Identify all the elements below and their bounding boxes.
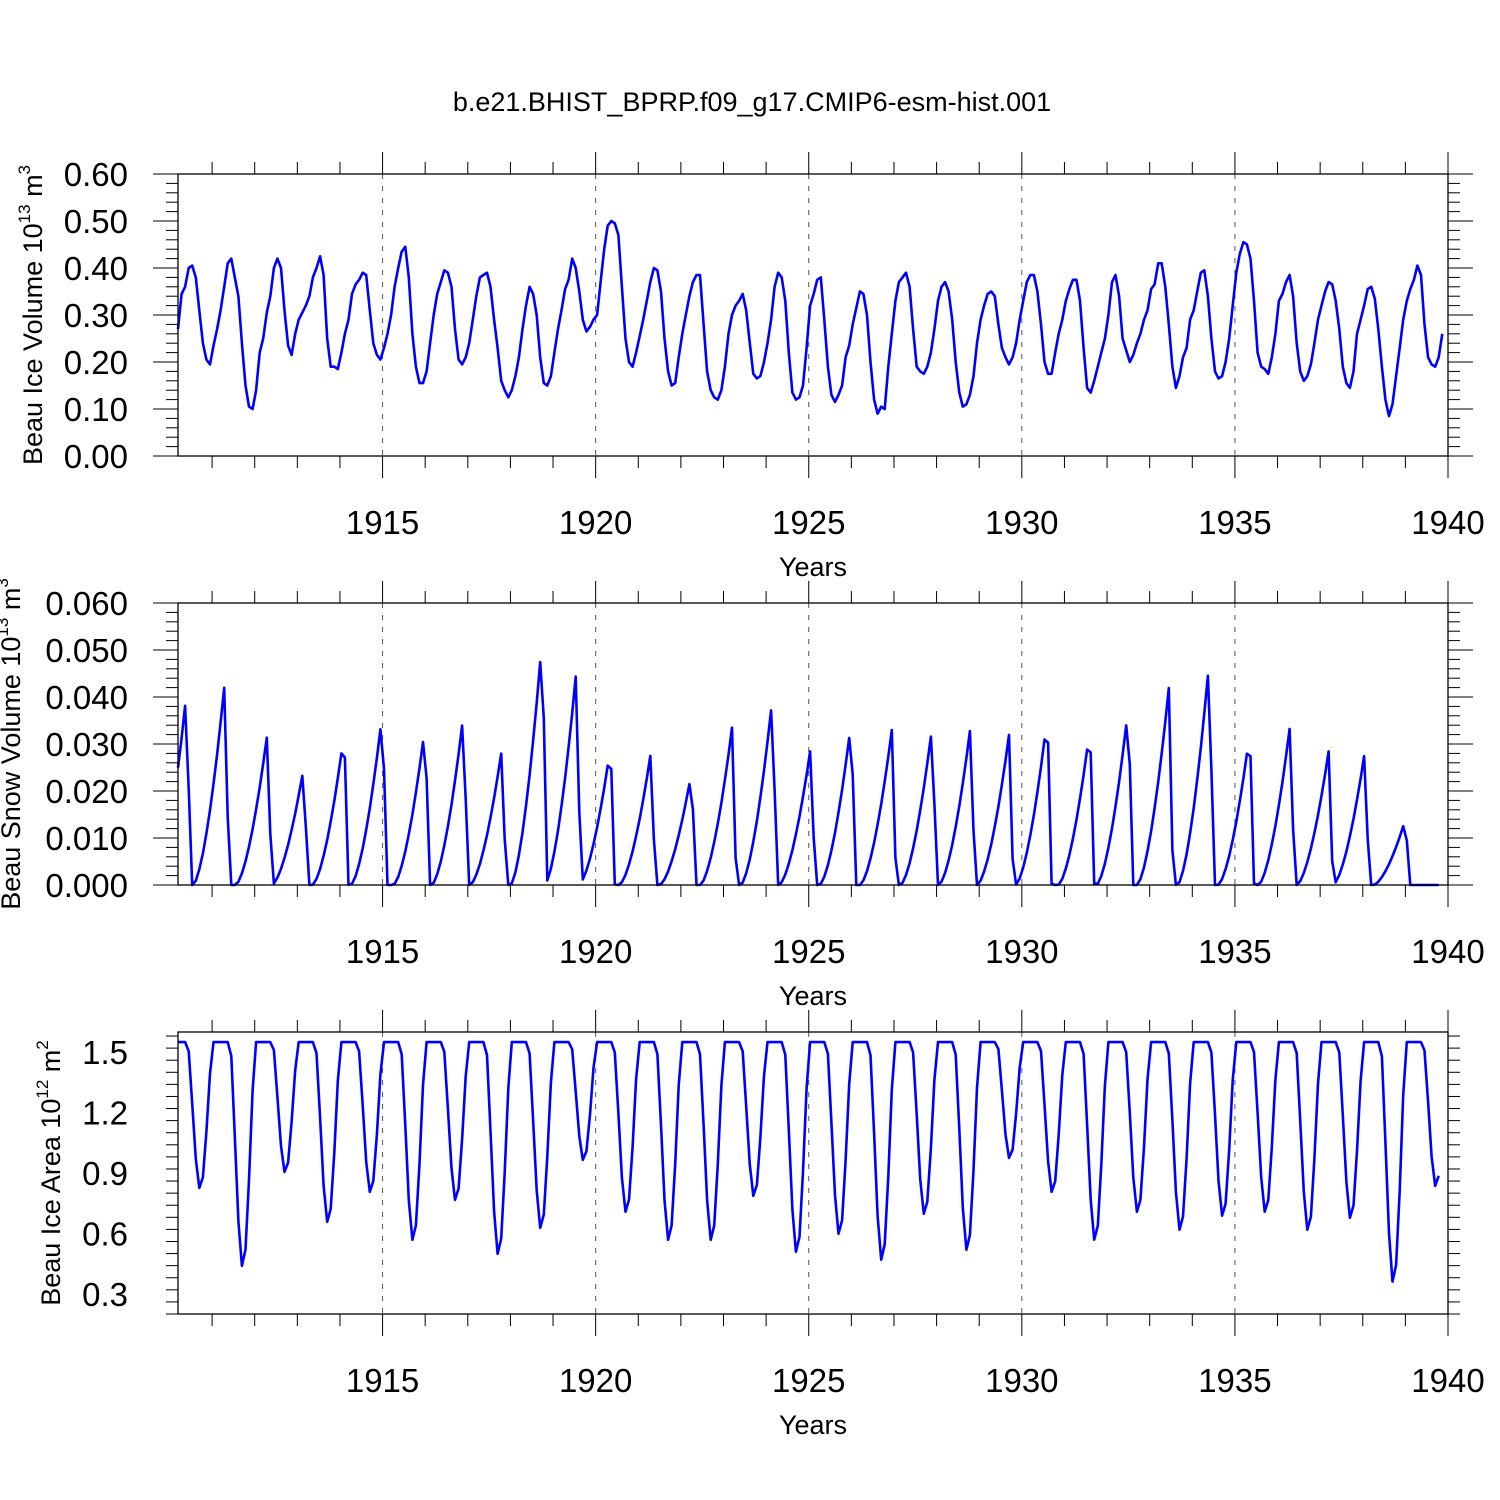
y-tick-label: 0.60 xyxy=(64,156,128,193)
x-tick-label: 1925 xyxy=(772,933,845,970)
data-series-line xyxy=(176,219,1444,418)
x-tick-label: 1925 xyxy=(772,1362,845,1399)
y-axis-label: Beau Ice Volume 1013 m3 xyxy=(15,165,48,465)
x-tick-label: 1940 xyxy=(1411,933,1484,970)
y-tick-label: 0.040 xyxy=(45,679,128,716)
x-tick-label: 1935 xyxy=(1198,1362,1271,1399)
y-tick-label: 1.5 xyxy=(82,1034,128,1071)
y-axis-label: Beau Ice Area 1012 m2 xyxy=(33,1040,66,1306)
x-tick-label: 1940 xyxy=(1411,1362,1484,1399)
y-tick-label: 1.2 xyxy=(82,1095,128,1132)
x-axis-label: Years xyxy=(779,552,847,582)
y-tick-label: 0.000 xyxy=(45,867,128,904)
x-tick-label: 1920 xyxy=(559,504,632,541)
chart-title: b.e21.BHIST_BPRP.f09_g17.CMIP6-esm-hist.… xyxy=(453,87,1051,117)
x-tick-label: 1925 xyxy=(772,504,845,541)
chart-panel-3: 0.3 0.6 0.9 1.2 1.5 1915 1920 1925 1930 1935 1940 Y… xyxy=(33,1010,1485,1440)
x-tick-label: 1930 xyxy=(985,933,1058,970)
x-tick-label: 1935 xyxy=(1198,504,1271,541)
x-axis-label: Years xyxy=(779,1410,847,1440)
y-tick-label: 0.40 xyxy=(64,250,128,287)
y-tick-label: 0.050 xyxy=(45,632,128,669)
x-tick-label: 1935 xyxy=(1198,933,1271,970)
y-tick-label: 0.6 xyxy=(82,1215,128,1252)
panels: 0.00 0.10 0.20 0.30 0.40 0.50 0.60 1915 1920 1925… xyxy=(0,152,1485,1440)
y-tick-label: 0.00 xyxy=(64,438,128,475)
chart-panel-1: 0.00 0.10 0.20 0.30 0.40 0.50 0.60 1915 1920 1925… xyxy=(15,152,1485,582)
x-tick-label: 1940 xyxy=(1411,504,1484,541)
x-tick-label: 1930 xyxy=(985,1362,1058,1399)
x-tick-label: 1915 xyxy=(346,504,419,541)
y-tick-label: 0.3 xyxy=(82,1276,128,1313)
plot-frame xyxy=(177,1031,1449,1315)
y-tick-label: 0.010 xyxy=(45,820,128,857)
y-tick-label: 0.060 xyxy=(45,585,128,622)
data-series-line xyxy=(178,1040,1440,1283)
plot-frame xyxy=(177,173,1449,457)
x-tick-label: 1920 xyxy=(559,933,632,970)
y-tick-label: 0.030 xyxy=(45,726,128,763)
y-tick-label: 0.10 xyxy=(64,391,128,428)
y-tick-label: 0.30 xyxy=(64,297,128,334)
x-tick-label: 1930 xyxy=(985,504,1058,541)
x-tick-label: 1915 xyxy=(346,1362,419,1399)
y-tick-label: 0.020 xyxy=(45,773,128,810)
x-axis-label: Years xyxy=(779,981,847,1011)
y-tick-label: 0.9 xyxy=(82,1155,128,1192)
y-axis-label: Beau Snow Volume 1013 m3 xyxy=(0,578,26,910)
x-tick-label: 1920 xyxy=(559,1362,632,1399)
chart-panel-2: 0.000 0.010 0.020 0.030 0.040 0.050 0.060 1915 1… xyxy=(0,578,1485,1011)
y-tick-label: 0.50 xyxy=(64,203,128,240)
x-tick-label: 1915 xyxy=(346,933,419,970)
y-tick-label: 0.20 xyxy=(64,344,128,381)
